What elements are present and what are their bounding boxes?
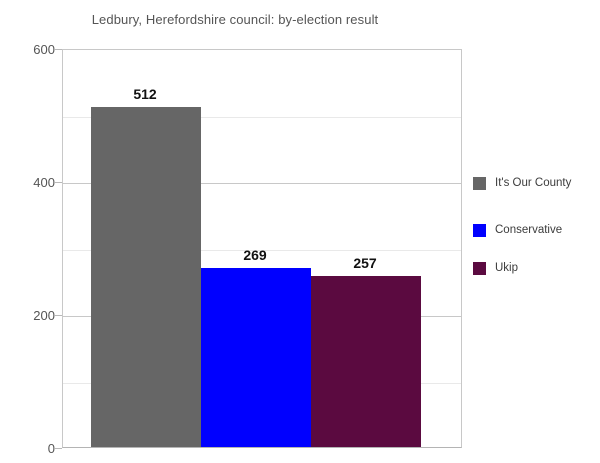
plot-area: [62, 49, 462, 448]
legend-color-swatch: [473, 224, 486, 237]
y-axis-tick-mark: [55, 315, 62, 316]
bar-conservative: [201, 268, 311, 447]
legend-color-swatch: [473, 177, 486, 190]
gridline-major: [63, 183, 461, 184]
legend-item-it-s-our-county[interactable]: It's Our County: [473, 176, 571, 190]
y-axis-tick-mark: [55, 182, 62, 183]
legend-item-label: It's Our County: [495, 177, 572, 189]
y-axis-tick-mark: [55, 49, 62, 50]
y-axis-tick-label: 200: [33, 308, 55, 323]
y-axis-tick-label: 0: [47, 441, 55, 456]
bars-layer: [63, 50, 461, 447]
y-axis-tick-label: 400: [33, 175, 55, 190]
y-axis-tick-label: 600: [33, 42, 55, 57]
bar-value-label: 269: [243, 247, 267, 264]
legend-item-ukip[interactable]: Ukip: [473, 261, 518, 275]
y-axis-tick-mark: [55, 448, 62, 449]
chart-title: Ledbury, Herefordshire council: by-elect…: [91, 12, 379, 27]
bar-value-label: 257: [353, 255, 377, 272]
legend-item-label: Conservative: [495, 224, 563, 236]
bar-it-s-our-county: [91, 107, 201, 447]
gridline-minor: [63, 117, 461, 118]
legend-item-conservative[interactable]: Conservative: [473, 223, 562, 237]
gridline-minor: [63, 250, 461, 251]
bar-value-label: 512: [133, 85, 157, 102]
legend-color-swatch: [473, 262, 486, 275]
legend-item-label: Ukip: [495, 262, 519, 274]
bar-ukip: [311, 276, 421, 447]
